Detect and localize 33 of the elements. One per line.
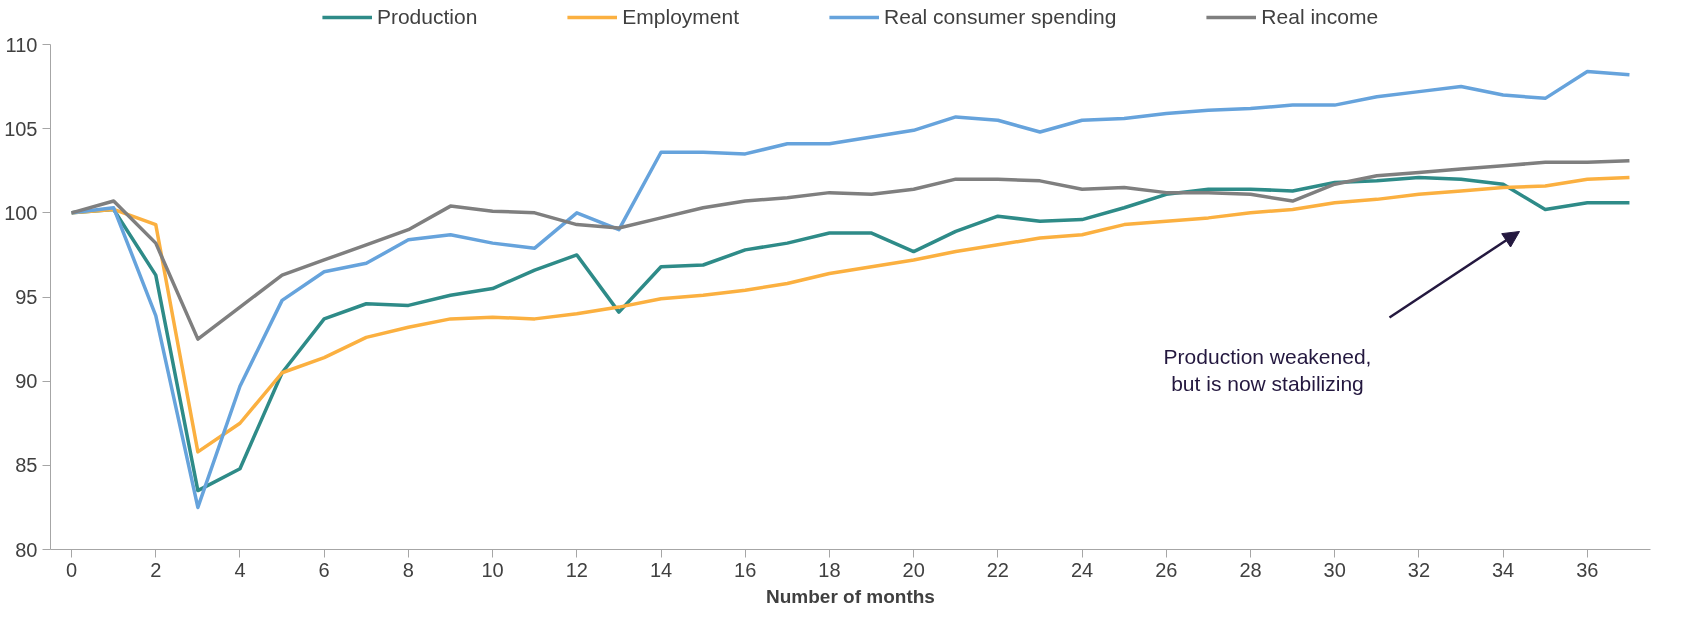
legend-label: Real income: [1261, 5, 1379, 29]
y-tick-label: 85: [15, 454, 38, 477]
line-series: [69, 158, 1632, 341]
x-tick-label: 6: [318, 558, 330, 581]
x-axis-title: Number of months: [766, 585, 935, 607]
x-tick-label: 30: [1323, 558, 1346, 581]
legend-label: Employment: [622, 5, 740, 29]
y-tick-label: 90: [15, 370, 38, 393]
y-tick-label: 95: [15, 286, 38, 308]
legend-label: Real consumer spending: [884, 5, 1117, 29]
x-tick-label: 28: [1239, 558, 1262, 581]
x-tick-label: 32: [1407, 558, 1431, 581]
x-tick-label: 24: [1070, 558, 1094, 581]
x-tick-label: 26: [1155, 558, 1178, 581]
x-tick-label: 0: [65, 558, 78, 581]
y-tick-label: 80: [15, 538, 38, 561]
x-tick-label: 34: [1492, 558, 1515, 581]
x-tick-label: 2: [150, 558, 162, 581]
x-tick-label: 8: [402, 558, 414, 581]
legend-label: Production: [376, 5, 478, 29]
y-tick-label: 100: [4, 201, 38, 224]
x-tick-label: 18: [818, 558, 841, 581]
x-tick-label: 4: [234, 558, 246, 581]
x-tick-label: 20: [902, 558, 925, 581]
y-tick-label: 110: [5, 33, 38, 56]
x-tick-label: 14: [649, 558, 673, 581]
x-tick-label: 36: [1576, 558, 1599, 581]
x-tick-label: 16: [734, 558, 757, 581]
x-tick-label: 12: [565, 558, 588, 581]
annotation: Production weakened, but is now stabilizing: [1163, 344, 1372, 396]
x-tick-label: 10: [481, 558, 504, 581]
x-tick-label: 22: [986, 558, 1009, 581]
y-tick-label: 105: [4, 117, 38, 140]
